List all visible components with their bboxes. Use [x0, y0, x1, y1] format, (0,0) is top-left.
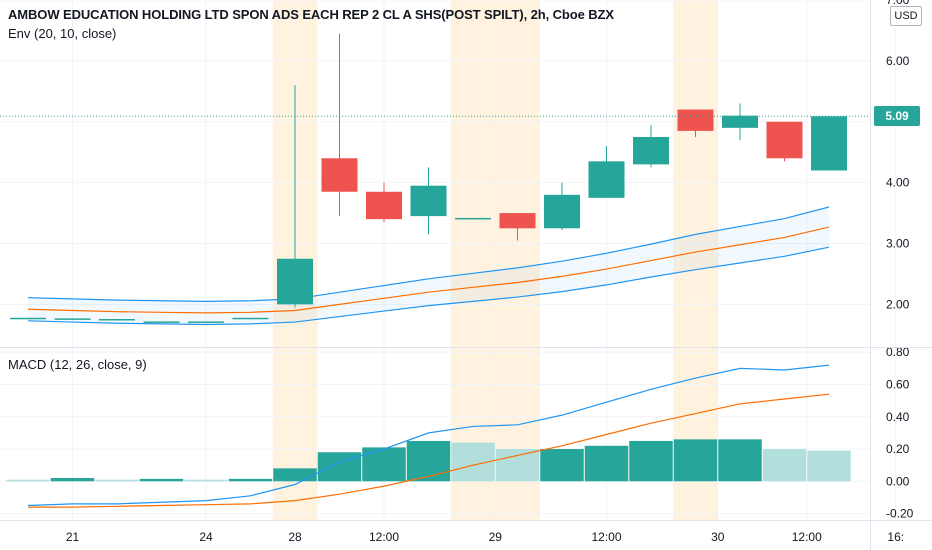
- candle-8: [366, 182, 402, 223]
- candle-16: [722, 103, 758, 141]
- macd-histogram-bar-12: [540, 449, 584, 482]
- macd-indicator: [6, 364, 851, 508]
- macd-histogram-bar-6: [273, 468, 317, 482]
- candle-body-13: [588, 161, 625, 198]
- candle-body-12: [544, 194, 580, 229]
- price-tick-label-5: 2.00: [886, 297, 910, 311]
- macd-tick-label-4: 0.00: [886, 474, 910, 488]
- time-tick-label-7: 12:00: [792, 530, 822, 544]
- candle-12: [544, 182, 580, 231]
- macd-histogram-bar-11: [495, 449, 540, 482]
- candle-0: [10, 317, 46, 320]
- macd-histogram-bar-15: [673, 439, 718, 482]
- macd-tick-label-2: 0.40: [886, 410, 910, 424]
- candle-body-14: [633, 136, 669, 165]
- candle-body-0: [10, 317, 46, 320]
- envelope-indicator: [27, 206, 830, 326]
- macd-histogram-bar-8: [362, 447, 406, 482]
- candle-3: [143, 321, 180, 323]
- envelope-upper-line: [27, 206, 830, 302]
- candle-1: [54, 318, 91, 320]
- envelope-basis-line: [27, 226, 830, 314]
- macd-histogram-bar-0: [6, 479, 50, 482]
- candle-10: [455, 217, 491, 220]
- macd-histogram-bar-18: [807, 450, 851, 482]
- candle-4: [188, 321, 224, 323]
- candle-18: [811, 116, 847, 171]
- candle-body-11: [499, 213, 536, 229]
- candle-body-10: [455, 217, 491, 220]
- candle-body-17: [766, 121, 803, 159]
- session-highlight-1: [450, 0, 496, 520]
- time-tick-label-1: 24: [199, 530, 213, 544]
- time-tick-label-2: 28: [288, 530, 302, 544]
- macd-histogram-bar-1: [50, 478, 95, 482]
- price-tick-label-4: 3.00: [886, 237, 910, 251]
- time-tick-label-6: 30: [711, 530, 725, 544]
- macd-histogram-bar-3: [139, 478, 184, 482]
- macd-histogram-bar-14: [629, 440, 673, 482]
- candle-7: [321, 33, 358, 217]
- candles: [0, 33, 870, 323]
- candle-body-6: [277, 258, 313, 305]
- candle-11: [499, 213, 536, 241]
- session-highlight-3: [673, 0, 718, 520]
- candle-2: [99, 318, 135, 321]
- chart-title: AMBOW EDUCATION HOLDING LTD SPON ADS EAC…: [8, 7, 614, 22]
- candle-body-3: [143, 321, 180, 323]
- price-tick-label-0: 7.00: [886, 0, 910, 7]
- macd-histogram-bar-9: [406, 440, 451, 482]
- candle-17: [766, 121, 803, 162]
- macd-tick-label-3: 0.20: [886, 442, 910, 456]
- candle-body-4: [188, 321, 224, 323]
- time-tick-label-5: 12:00: [591, 530, 621, 544]
- price-tick-label-1: 6.00: [886, 54, 910, 68]
- candle-body-9: [410, 185, 447, 217]
- candle-9: [410, 167, 447, 235]
- macd-legend: MACD (12, 26, close, 9): [8, 357, 147, 372]
- macd-histogram-bar-2: [95, 479, 139, 482]
- session-highlight-2: [495, 0, 540, 520]
- candle-body-2: [99, 318, 135, 321]
- envelope-legend: Env (20, 10, close): [8, 26, 117, 41]
- macd-histogram-bar-17: [762, 449, 807, 482]
- candle-6: [277, 85, 313, 308]
- candle-body-15: [677, 109, 714, 131]
- envelope-fill: [28, 206, 829, 325]
- candle-body-16: [722, 115, 758, 128]
- macd-histogram-bar-5: [228, 478, 273, 482]
- macd-histogram-bar-4: [184, 479, 228, 482]
- time-tick-label-4: 29: [489, 530, 503, 544]
- candle-body-1: [54, 318, 91, 320]
- time-tick-label-3: 12:00: [369, 530, 399, 544]
- time-tick-label-0: 21: [66, 530, 80, 544]
- candle-15: [677, 109, 714, 137]
- macd-tick-label-0: 0.80: [886, 345, 910, 359]
- macd-tick-label-5: -0.20: [886, 507, 914, 521]
- macd-tick-label-1: 0.60: [886, 377, 910, 391]
- candle-body-18: [811, 116, 847, 171]
- macd-line: [27, 364, 830, 507]
- candle-5: [232, 317, 269, 320]
- candle-body-7: [321, 158, 358, 192]
- envelope-lower-line: [27, 246, 830, 326]
- time-tick-label-8: 16:: [887, 530, 904, 544]
- candle-body-8: [366, 191, 402, 220]
- last-price-tag: 5.09: [874, 106, 920, 126]
- price-tick-label-3: 4.00: [886, 176, 910, 190]
- candle-body-5: [232, 317, 269, 320]
- candle-13: [588, 146, 625, 198]
- signal-line: [28, 393, 830, 508]
- macd-histogram-bar-16: [718, 439, 762, 482]
- candle-14: [633, 124, 669, 168]
- macd-histogram-bar-7: [317, 452, 362, 482]
- currency-badge[interactable]: USD: [890, 6, 922, 26]
- macd-histogram-bar-13: [584, 445, 629, 482]
